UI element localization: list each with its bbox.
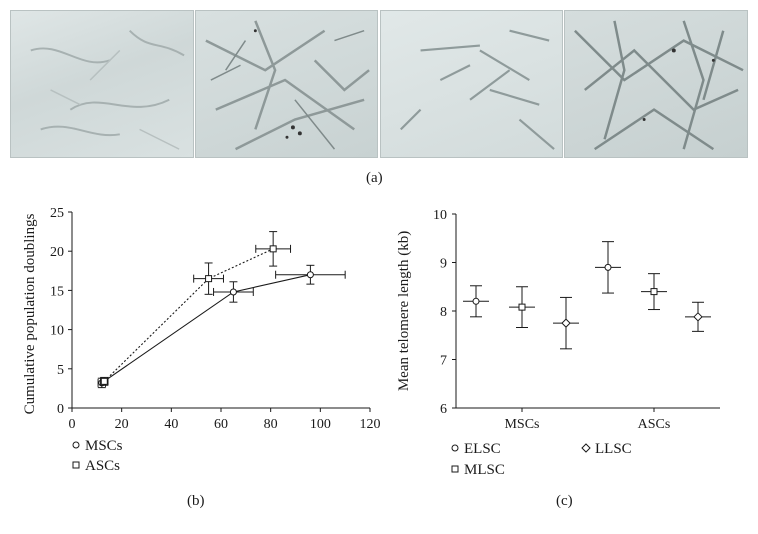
y-tick-label: 9 <box>440 257 447 272</box>
y-tick-label: 15 <box>50 284 64 299</box>
x-tick-label: 120 <box>360 417 381 432</box>
series-line-mscs <box>101 274 311 384</box>
circle-marker-icon <box>72 441 80 449</box>
data-point-ascs <box>100 377 108 385</box>
x-tick-label: 100 <box>310 417 331 432</box>
data-point-mscs <box>229 288 237 296</box>
chart-b-legend-item-1: ASCs <box>71 458 120 475</box>
y-tick-label: 20 <box>50 245 64 260</box>
diamond-marker-icon <box>581 443 591 453</box>
y-tick-label: 10 <box>433 208 447 223</box>
y-tick-label: 8 <box>440 305 447 320</box>
chart-b-legend-label: MSCs <box>85 438 123 454</box>
data-point-mlsc <box>518 303 526 311</box>
data-point-llsc <box>561 318 571 328</box>
chart-c-legend-label: MLSC <box>464 462 505 478</box>
y-tick-label: 7 <box>440 354 447 369</box>
y-tick-label: 6 <box>440 402 447 417</box>
cell-photo-1 <box>10 10 194 158</box>
cell-photo-2 <box>195 10 378 158</box>
data-point-elsc <box>472 297 480 305</box>
data-point-mlsc <box>650 288 658 296</box>
data-point-llsc <box>693 312 703 322</box>
cell-photo-4 <box>564 10 748 158</box>
data-point-ascs <box>205 275 213 283</box>
chart-b-legend-label: ASCs <box>85 458 121 474</box>
y-tick-label: 10 <box>50 324 64 339</box>
x-tick-label: 60 <box>214 417 228 432</box>
x-tick-label: 0 <box>69 417 76 432</box>
x-category-label: ASCs <box>638 417 671 432</box>
chart-c-ylabel: Mean telomere length (kb) <box>396 231 412 391</box>
data-point-mscs <box>306 271 314 279</box>
y-tick-label: 5 <box>57 363 64 378</box>
cell-photo-3 <box>380 10 563 158</box>
panel-c-label: (c) <box>556 493 573 509</box>
x-tick-label: 40 <box>164 417 178 432</box>
chart-c-legend-label: LLSC <box>595 441 632 457</box>
population-doublings-chart: Cumulative population doublings 0 20 40 60 8… <box>22 206 381 432</box>
panel-b-label: (b) <box>187 493 205 509</box>
chart-b-legend-item-0: MSCs <box>71 438 123 455</box>
chart-c-legend-item-1: LLSC <box>581 441 632 458</box>
y-tick-label: 25 <box>50 206 64 221</box>
telomere-length-chart: Mean telomere length (kb) 6 7 8 9 10 MSCs ASCs <box>396 208 720 432</box>
y-tick-label: 0 <box>57 402 64 417</box>
x-tick-label: 80 <box>264 417 278 432</box>
chart-c-legend-item-0: ELSC <box>450 441 501 458</box>
x-tick-label: 20 <box>115 417 129 432</box>
chart-b-ylabel: Cumulative population doublings <box>22 213 38 414</box>
circle-marker-icon <box>451 444 459 452</box>
panel-a-label: (a) <box>366 170 383 186</box>
x-category-label: MSCs <box>504 417 539 432</box>
series-line-ascs <box>103 248 274 382</box>
square-marker-icon <box>451 465 459 473</box>
square-marker-icon <box>72 461 80 469</box>
chart-c-legend-item-2: MLSC <box>450 462 505 479</box>
data-point-ascs <box>269 245 277 253</box>
chart-c-legend-label: ELSC <box>464 441 501 457</box>
data-point-elsc <box>604 263 612 271</box>
